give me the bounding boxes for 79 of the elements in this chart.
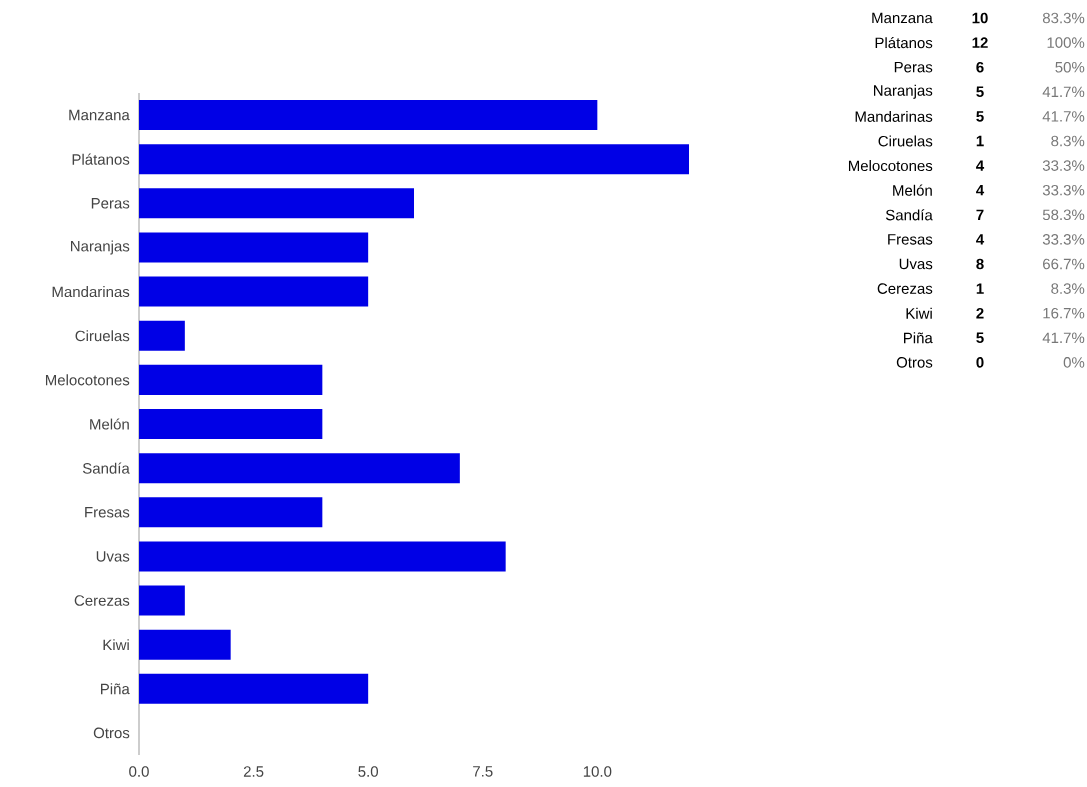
y-tick-label: Mandarinas — [52, 286, 130, 298]
text: 4 — [976, 234, 985, 245]
text: 0% — [1063, 357, 1085, 368]
text: 8 — [976, 258, 984, 270]
category-label: Naranjas — [874, 84, 933, 99]
text: 8.3% — [1051, 283, 1085, 294]
y-tick-label: Peras — [91, 198, 130, 209]
text: 5 — [976, 111, 984, 122]
text: 10 — [972, 12, 988, 24]
bar — [139, 144, 689, 175]
text: 6 — [976, 61, 984, 73]
text: 41.7% — [1042, 86, 1085, 98]
bar — [139, 541, 506, 572]
bar — [139, 453, 460, 484]
text: 5 — [976, 332, 984, 344]
bar — [139, 629, 231, 660]
y-tick-label: Sandía — [82, 462, 130, 474]
y-tick-label: Naranjas — [71, 240, 130, 255]
x-tick-label: 10.0 — [583, 766, 612, 777]
bar — [139, 100, 598, 131]
text: 7 — [976, 209, 984, 220]
text: 8.3% — [1051, 135, 1085, 147]
text: 41.7% — [1042, 111, 1085, 122]
category-label: Melón — [893, 184, 932, 196]
bar — [139, 497, 323, 528]
category-label: Otros — [896, 357, 933, 368]
bar — [139, 585, 185, 616]
bar — [139, 409, 323, 440]
text: 0 — [976, 357, 984, 368]
category-label: Mandarinas — [855, 110, 933, 122]
text: 33.3% — [1042, 234, 1085, 245]
y-tick-label: Melón — [90, 418, 129, 430]
bar — [139, 364, 323, 395]
category-label: Piña — [904, 332, 933, 344]
category-label: Uvas — [899, 258, 933, 270]
x-tick-label: 7.5 — [473, 766, 493, 777]
category-label: Peras — [894, 61, 933, 73]
text: 33.3% — [1042, 184, 1085, 196]
x-tick-label: 0.0 — [129, 766, 149, 777]
text: 2 — [976, 307, 984, 319]
y-tick-label: Ciruelas — [75, 330, 130, 342]
text: 5 — [976, 86, 984, 98]
text: 4 — [976, 160, 985, 171]
category-label: Cerezas — [877, 283, 933, 294]
y-tick-label: Otros — [93, 727, 130, 739]
category-label: Sandía — [885, 209, 933, 221]
y-tick-label: Manzana — [69, 109, 130, 121]
y-tick-label: Plátanos — [72, 153, 130, 165]
text: 1 — [976, 283, 984, 294]
category-label: Melocotones — [848, 160, 933, 172]
category-label: Fresas — [888, 234, 933, 245]
text: 83.3% — [1042, 12, 1085, 24]
x-tick-label: 2.5 — [243, 766, 264, 777]
text: 66.7% — [1043, 258, 1085, 270]
bar — [139, 232, 369, 263]
bar — [139, 673, 369, 704]
text: 4 — [976, 185, 985, 196]
text: 50% — [1055, 61, 1085, 73]
category-label: Plátanos — [875, 37, 933, 49]
category-label: Kiwi — [906, 307, 932, 319]
text: 41.7% — [1042, 332, 1085, 344]
y-tick-label: Uvas — [96, 551, 130, 562]
y-tick-label: Fresas — [85, 507, 130, 518]
text: 16.7% — [1043, 307, 1085, 319]
y-tick-label: Cerezas — [74, 595, 130, 606]
y-tick-label: Kiwi — [103, 639, 129, 651]
y-tick-label: Piña — [101, 683, 130, 695]
text: 33.3% — [1042, 160, 1085, 171]
bar — [139, 320, 185, 351]
category-label: Manzana — [872, 12, 933, 24]
bar — [139, 188, 415, 219]
text: 100% — [1047, 37, 1085, 48]
text: 58.3% — [1042, 209, 1085, 221]
category-label: Ciruelas — [878, 135, 933, 147]
text: 1 — [976, 135, 984, 147]
x-tick-label: 5.0 — [358, 766, 378, 777]
y-tick-label: Melocotones — [45, 374, 130, 386]
bar — [139, 276, 369, 307]
text: 12 — [972, 37, 988, 48]
